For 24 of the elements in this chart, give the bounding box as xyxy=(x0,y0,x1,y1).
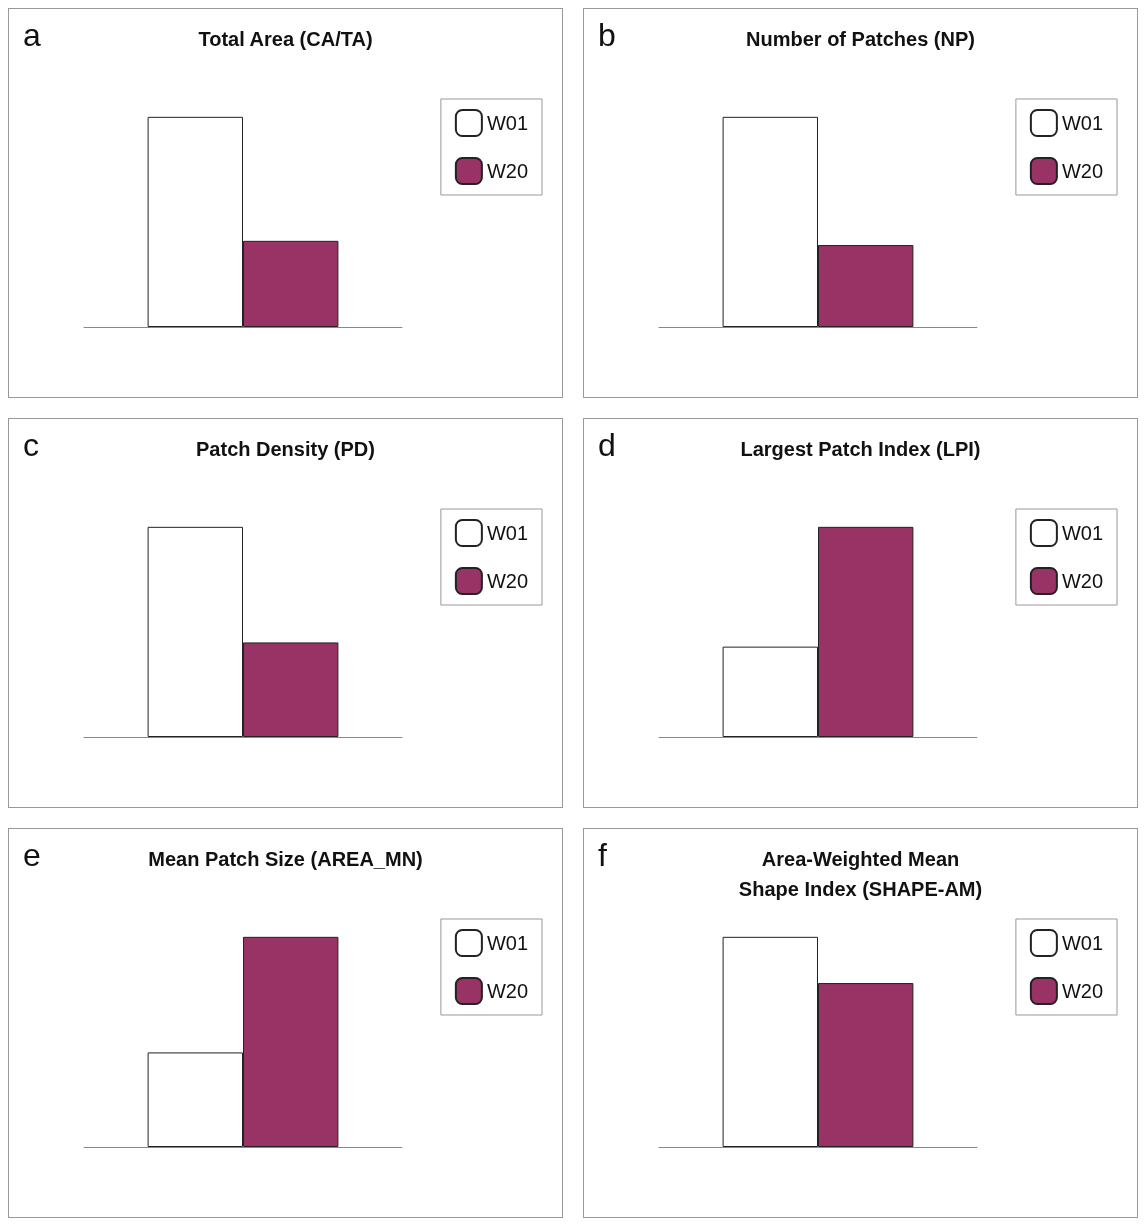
chart-title: Patch Density (PD) xyxy=(196,438,375,460)
chart-title: Mean Patch Size (AREA_MN) xyxy=(148,848,423,870)
legend-label: W01 xyxy=(1061,522,1103,544)
legend-label: W20 xyxy=(1061,980,1103,1002)
chart-title: Number of Patches (NP) xyxy=(746,28,975,50)
chart-title: Area-Weighted Mean Shape Index (SHAPE-AM) xyxy=(738,848,983,900)
legend-label: W01 xyxy=(486,522,528,544)
legend-label: W01 xyxy=(486,932,528,954)
text: e xyxy=(23,837,41,873)
legend-label: W20 xyxy=(1061,160,1103,182)
text: a xyxy=(23,17,41,53)
text: b xyxy=(598,17,616,53)
text: f xyxy=(598,837,607,873)
legend-label: W20 xyxy=(1061,570,1103,592)
legend-label: W01 xyxy=(1061,932,1103,954)
text: c xyxy=(23,427,39,463)
legend-label: W20 xyxy=(486,570,528,592)
text: d xyxy=(598,427,616,463)
legend-label: W01 xyxy=(1061,112,1103,134)
legend-label: W20 xyxy=(486,160,528,182)
chart-title: Total Area (CA/TA) xyxy=(198,28,373,50)
legend-label: W20 xyxy=(486,980,528,1002)
chart-title: Largest Patch Index (LPI) xyxy=(740,438,981,460)
legend-label: W01 xyxy=(486,112,528,134)
